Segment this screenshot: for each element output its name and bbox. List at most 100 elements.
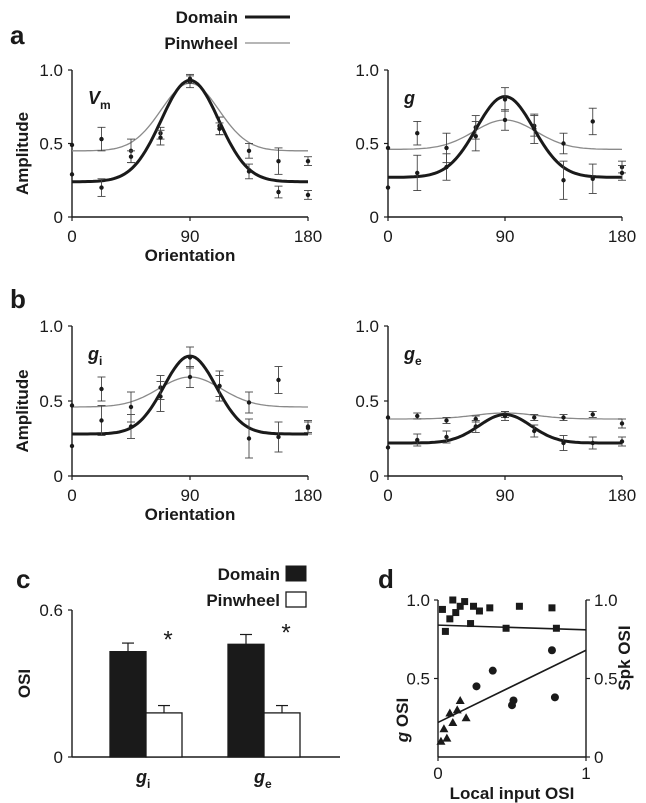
data-point-domain-a-right-8 (619, 170, 625, 176)
data-point-domain-b-right-5 (532, 428, 537, 434)
scatter-square-9 (475, 607, 483, 615)
plot-label-a-right-main: g (403, 88, 415, 108)
plot-label-a-left-sub: m (100, 98, 111, 112)
panel-letter-a: a (10, 20, 25, 50)
scatter-circle-4 (547, 646, 556, 655)
y-axis-left-title-d: g OSI (393, 698, 412, 743)
data-point-pinwheel-b-right-6 (561, 415, 566, 420)
x-axis-title-a-left: Orientation (145, 246, 236, 265)
plot-label-b-left-sub: i (99, 354, 102, 368)
scatter-triangle-3 (445, 708, 455, 717)
data-point-domain-a-left-8 (305, 192, 311, 198)
plot-label-b-left: gi (87, 344, 102, 368)
xtick-label-a-right-0: 0 (383, 227, 392, 246)
panel-a-right: 0 0.5 1.0 0 90 180 g (355, 61, 636, 246)
data-point-domain-a-right-3 (473, 133, 478, 139)
ytick-label-a-left-2: 1.0 (39, 61, 63, 80)
scatter-square-1 (441, 627, 449, 635)
data-point-domain-b-right-8 (619, 439, 625, 444)
scatter-circle-0 (472, 682, 481, 691)
y-axis-title-a-left: Amplitude (13, 112, 32, 195)
ytick-label-a-right-1: 0.5 (355, 135, 379, 154)
data-point-pinwheel-a-left-7 (276, 158, 281, 164)
fit-curve-domain-a-left (72, 78, 308, 184)
data-point-domain-b-left-5 (217, 383, 222, 389)
ytick-label-c-0: 0 (54, 748, 63, 767)
x-axis-title-d: Local input OSI (450, 784, 575, 803)
data-point-domain-b-left-6 (246, 436, 252, 441)
data-point-domain-a-right-2 (444, 164, 449, 170)
bar-pinwheel-0 (145, 712, 183, 758)
scatter-triangle-1 (439, 724, 449, 733)
ytick-right-label-d-2: 1.0 (594, 591, 618, 610)
ytick-label-b-right-2: 1.0 (355, 317, 379, 336)
data-point-domain-a-right-0 (385, 185, 391, 190)
charts-layer: 0 0.5 1.0 0 90 180 Orientation Amplitude Vm 0 0.5 1… (13, 61, 636, 803)
data-point-pinwheel-b-left-2 (128, 404, 134, 410)
scatter-square-7 (467, 620, 475, 628)
scatter-square-0 (438, 605, 446, 613)
data-point-domain-a-right-7 (590, 176, 595, 181)
scatter-square-6 (461, 598, 469, 606)
category-label-c-0-sub: i (147, 777, 150, 791)
data-point-pinwheel-a-right-4 (502, 117, 508, 123)
scatter-square-4 (452, 609, 460, 617)
scatter-triangle-6 (455, 695, 465, 704)
data-point-pinwheel-b-right-0 (385, 415, 391, 420)
data-point-pinwheel-a-right-2 (444, 145, 449, 151)
y-axis-title-b-left: Amplitude (13, 369, 32, 452)
data-point-domain-b-left-4 (187, 355, 193, 360)
scatter-circle-1 (488, 666, 497, 675)
ytick-right-label-d-0: 0 (594, 748, 603, 767)
data-point-pinwheel-b-left-7 (276, 377, 281, 383)
data-point-domain-b-right-1 (415, 437, 420, 443)
data-point-pinwheel-a-right-0 (385, 145, 391, 151)
category-label-c-1-main: g (253, 767, 265, 787)
scatter-square-3 (449, 596, 457, 604)
data-point-domain-b-left-3 (158, 394, 163, 399)
xtick-label-b-right-0: 0 (383, 486, 392, 505)
fit-curve-pinwheel-a-left (72, 82, 308, 152)
fit-line-square-d (437, 624, 587, 631)
y-axis-left-title-d-rest: OSI (393, 698, 412, 732)
scatter-square-14 (552, 624, 560, 632)
ytick-label-b-left-0: 0 (54, 467, 63, 486)
data-point-domain-a-right-5 (532, 126, 537, 131)
ytick-label-a-right-0: 0 (370, 208, 379, 227)
data-point-domain-a-left-2 (128, 154, 134, 159)
data-point-domain-b-left-2 (128, 424, 134, 429)
data-point-domain-a-left-0 (69, 172, 75, 177)
legend-domain-label: Domain (176, 8, 238, 27)
data-point-pinwheel-a-left-0 (69, 142, 75, 148)
data-point-domain-b-left-0 (69, 443, 75, 449)
xtick-label-b-right-2: 180 (608, 486, 636, 505)
scatter-square-5 (456, 602, 464, 610)
scatter-square-2 (446, 615, 454, 623)
data-point-domain-b-left-1 (99, 418, 104, 423)
legend-c-domain-label: Domain (218, 565, 280, 584)
ytick-label-b-right-0: 0 (370, 467, 379, 486)
scatter-square-10 (486, 604, 494, 612)
data-point-pinwheel-a-right-7 (590, 119, 595, 124)
data-point-domain-a-left-6 (246, 169, 252, 174)
category-label-c-0: gi (135, 767, 150, 791)
data-point-pinwheel-b-right-7 (590, 412, 595, 417)
data-point-domain-a-left-5 (217, 126, 222, 131)
data-point-pinwheel-a-left-8 (305, 158, 311, 164)
data-point-domain-b-right-2 (444, 434, 449, 440)
scatter-square-11 (502, 624, 510, 632)
plot-label-a-right: g (403, 88, 415, 108)
ytick-label-a-left-1: 0.5 (39, 135, 63, 154)
data-point-pinwheel-b-right-8 (619, 421, 625, 426)
ytick-label-b-right-1: 0.5 (355, 392, 379, 411)
significance-mark-0: * (163, 627, 172, 654)
legend-c-pinwheel-label: Pinwheel (206, 591, 280, 610)
plot-label-b-left-main: g (87, 344, 99, 364)
data-point-domain-b-left-7 (276, 434, 281, 440)
bar-domain-0 (109, 651, 147, 758)
x-axis-title-b-left: Orientation (145, 505, 236, 524)
xtick-label-a-left-1: 90 (181, 227, 200, 246)
panel-letter-d: d (378, 564, 394, 594)
xtick-label-b-left-1: 90 (181, 486, 200, 505)
xtick-label-a-right-1: 90 (496, 227, 515, 246)
